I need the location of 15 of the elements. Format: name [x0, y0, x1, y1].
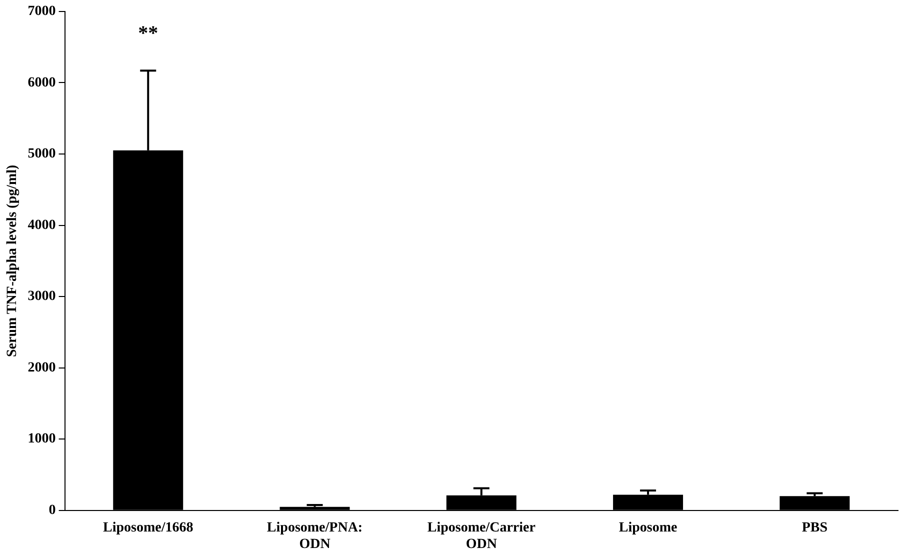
y-tick-label: 4000: [28, 218, 56, 233]
y-tick-label: 5000: [28, 146, 56, 162]
x-tick-label: Liposome/Carrier ODN: [427, 520, 536, 552]
y-tick-label: 3000: [28, 289, 56, 304]
y-tick-label: 1000: [28, 432, 56, 447]
x-tick-label: Liposome: [618, 520, 678, 536]
y-tick-label: 2000: [28, 360, 56, 376]
y-tick-label: 6000: [28, 75, 56, 90]
x-tick-label: Liposome/1668: [103, 520, 194, 536]
y-tick-label: 7000: [28, 4, 56, 20]
x-tick-label: PBS: [802, 520, 828, 536]
annotation: **: [138, 22, 158, 45]
x-tick-label: Liposome/PNA: ODN: [266, 520, 363, 552]
y-tick-label: 0: [48, 503, 56, 518]
y-axis-title: Serum TNF-alpha levels (pg/ml): [5, 164, 20, 358]
